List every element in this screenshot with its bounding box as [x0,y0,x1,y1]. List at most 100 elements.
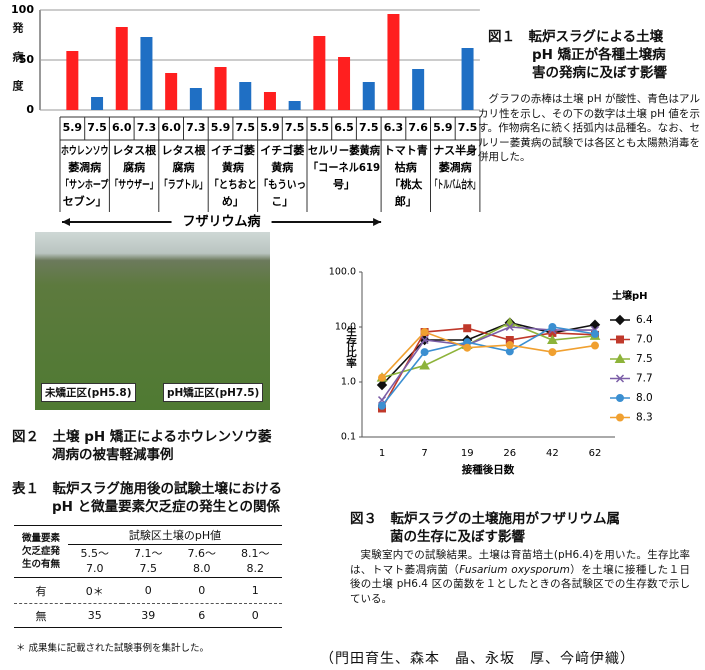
photo: 未矯正区(pH5.8) pH矯正区(pH7.5) [35,232,270,410]
legend-marker [616,413,624,422]
series-line [381,321,596,379]
bar [313,36,326,110]
bar [115,27,128,110]
x-axis-label: 接種後日数 [462,463,515,476]
x-tick-label: 5.5 [310,121,330,134]
group-label: ナス半身 [433,143,477,157]
figure-caption: 図３ 転炉スラグの土壌施用がフザリウム属 菌の生存に及ぼす影響 [350,510,620,546]
x-tick-label: 19 [461,448,474,459]
x-tick-label: 7.3 [137,121,157,134]
legend-label: 7.7 [636,373,653,385]
cell: 39 [141,609,156,622]
x-tick-label: 5.9 [211,121,231,134]
x-tick-label: 7.5 [458,121,478,134]
caption-line: 菌の生存に及ぼす影響 [390,529,525,545]
bar [263,92,276,110]
bar [214,67,227,110]
group-label: レタス根 [162,143,207,157]
row-label: 有 [35,584,47,598]
marker [463,324,472,333]
group-label: こ」 [271,195,293,208]
legend-label: 7.5 [636,353,653,365]
x-tick-label: 5.9 [433,121,453,134]
legend-marker [616,335,624,344]
x-tick-label: 1 [379,448,385,459]
x-tick-label: 62 [589,448,602,459]
group-label: 黄病 [271,160,293,174]
header-line: 欠乏症発 [21,546,60,557]
legend-marker [614,314,626,326]
group-label: 萎凋病 [438,160,472,174]
bar [239,82,252,110]
y-tick-label: 50 [19,53,35,66]
marker [420,328,429,337]
caption-line: pH 矯正が各種土壌病 [532,47,666,63]
x-tick-label: 7.5 [87,121,107,134]
note-text: ）を土壌に接種した１日後の土壌 pH6.4 区の菌数を１としたときの各試験区での… [350,563,691,605]
cell: 0 [144,584,152,597]
figure-note: グラフの赤棒は土壌 pH が酸性、青色はアルカリ性を示し、その下の数字は土壌 p… [478,93,700,163]
group-label: セブン」 [63,194,107,208]
table-caption: 表１ 転炉スラグ施用後の試験土壌における pH と微量要素欠乏症の発生との関係 [12,480,282,516]
cell: 1 [251,584,259,597]
header-line: 生の有無 [21,559,60,570]
header-line: 8.2 [246,562,265,575]
legend-label: 8.0 [636,392,653,404]
group-label: 「とちおと [209,177,256,191]
group-label: 「桃太 [389,177,423,191]
figure-caption: 図２ 土壌 pH 矯正によるホウレンソウ萎 凋病の被害軽減事例 [12,428,271,464]
marker [548,323,557,331]
caption-line: 図３ 転炉スラグの土壌施用がフザリウム属 [350,511,620,527]
bar [362,82,375,110]
group-label: 号」 [333,178,355,191]
x-tick-label: 5.9 [63,121,83,134]
y-tick-label: 100 [11,3,34,16]
legend-label: 7.0 [636,334,653,346]
row-header: 微量要素 欠乏症発 生の有無 [14,526,68,578]
series-line [381,321,596,386]
x-tick-label: 6.0 [161,121,181,134]
bar [461,48,474,110]
group-label: 郎」 [395,194,417,208]
marker [591,329,599,338]
header-line: 7.6～ [187,547,217,560]
group-label: 「もういっ [259,177,306,191]
legend-title: 土壌pH [612,289,648,302]
bar [412,69,425,110]
group-label: 「サウザー」 [110,177,157,191]
y-tick-label: 1.0 [341,377,356,388]
series-line [381,331,596,379]
bar [288,101,301,110]
legend-marker [616,394,624,402]
cell: 0 [251,609,259,622]
marker [505,341,514,350]
x-tick-label: 7.5 [285,121,305,134]
bar [387,14,400,110]
label-bg [171,213,272,231]
group-label: 腐病 [123,160,145,174]
group-label: 「トルバム台木」 [432,177,479,191]
marker [463,343,472,352]
group-label: 「ラプトル」 [160,177,207,191]
caption-line: 図２ 土壌 pH 矯正によるホウレンソウ萎 [12,429,272,445]
x-tick-label: 7.5 [359,121,379,134]
x-tick-label: 7 [421,448,427,459]
header-line: 5.5～ [80,547,110,560]
header-line: 微量要素 [21,533,60,544]
caption-line: 凋病の被害軽減事例 [52,447,174,463]
x-tick-label: 42 [546,448,559,459]
y-axis-label: 発病度 [11,22,24,109]
group-label: トマト青 [384,143,428,157]
cell: 35 [87,609,102,622]
column-header: 7.6～ 8.0 [175,545,229,578]
figure-caption: 図１ 転炉スラグによる土壌 pH 矯正が各種土壌病 害の発病に及ぼす影響 [488,28,667,82]
group-label: イチゴ萎 [211,143,256,157]
y-tick-label: 100.0 [329,267,356,278]
x-tick-label: 7.5 [236,121,256,134]
column-header: 5.5～ 7.0 [68,545,122,578]
group-label: イチゴ萎 [260,143,305,157]
marker [420,335,429,345]
marker [420,348,429,357]
header-line: 7.0 [86,562,104,575]
